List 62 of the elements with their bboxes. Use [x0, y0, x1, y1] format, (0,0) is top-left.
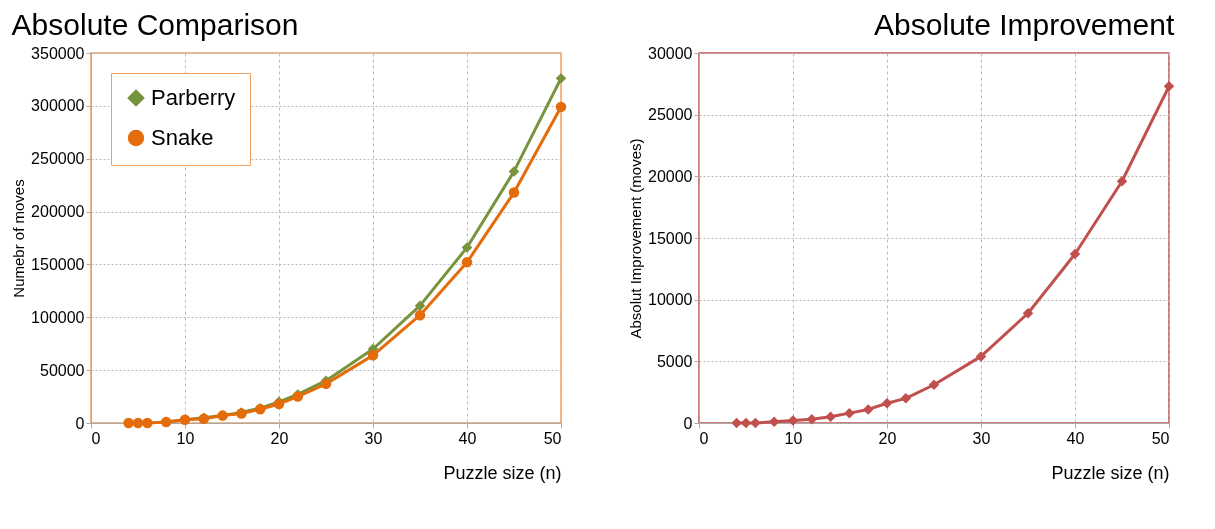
point	[555, 101, 567, 113]
x-tick-label: 0	[91, 429, 101, 447]
point	[132, 417, 144, 429]
y-tick-label: 50000	[40, 361, 85, 379]
x-tick-label: 10	[176, 429, 195, 447]
y-tick-label: 200000	[31, 203, 85, 221]
y-axis-title: Numebr of moves	[10, 179, 28, 298]
legend-label: Parberry	[151, 85, 236, 110]
point	[123, 417, 134, 429]
point	[844, 407, 855, 419]
y-tick-label: 150000	[31, 255, 85, 273]
point	[367, 350, 379, 361]
y-tick-label: 0	[683, 414, 693, 432]
point	[750, 417, 761, 429]
legend-label: Snake	[151, 125, 214, 150]
chart-title: Absolute Comparison	[11, 8, 299, 41]
point	[555, 73, 567, 84]
point	[1163, 81, 1175, 92]
point	[1116, 176, 1128, 187]
point	[320, 378, 332, 390]
point	[1022, 307, 1034, 319]
x-tick-label: 40	[458, 429, 477, 447]
point	[461, 257, 473, 268]
point	[508, 187, 520, 198]
y-tick-label: 15000	[648, 229, 693, 247]
y-tick-label: 100000	[31, 308, 85, 326]
point	[825, 411, 836, 423]
point	[900, 393, 912, 404]
point	[461, 242, 473, 253]
x-tick-label: 30	[364, 429, 383, 447]
x-axis-title: Puzzle size (n)	[443, 462, 562, 483]
point	[787, 415, 799, 426]
point	[414, 309, 426, 321]
y-tick-label: 10000	[648, 291, 693, 309]
x-tick-label: 20	[270, 429, 289, 447]
point	[142, 417, 153, 429]
y-tick-label: 25000	[648, 106, 693, 124]
x-tick-label: 10	[784, 429, 803, 447]
point	[881, 398, 893, 409]
x-tick-label: 50	[1151, 429, 1170, 447]
y-tick-label: 0	[75, 414, 85, 432]
y-tick-label: 5000	[656, 352, 693, 370]
y-tick-label: 300000	[31, 97, 85, 115]
y-tick-label: 350000	[31, 44, 85, 62]
x-tick-label: 40	[1066, 429, 1085, 447]
point	[928, 379, 940, 391]
y-tick-label: 20000	[648, 167, 693, 185]
x-tick-label: 30	[972, 429, 991, 447]
x-tick-label: 50	[543, 429, 562, 447]
point	[414, 300, 426, 311]
point	[1069, 248, 1081, 260]
y-tick-label: 250000	[31, 150, 85, 168]
x-axis-title: Puzzle size (n)	[1051, 462, 1170, 483]
y-axis-title: Absolut Improvement (moves)	[627, 138, 645, 339]
point	[975, 351, 987, 362]
x-tick-label: 20	[878, 429, 897, 447]
point	[731, 417, 742, 429]
y-tick-label: 30000	[648, 44, 693, 62]
x-tick-label: 0	[699, 429, 709, 447]
chart-title: Absolute Improvement	[874, 8, 1175, 41]
point	[508, 166, 520, 177]
point	[862, 404, 874, 415]
